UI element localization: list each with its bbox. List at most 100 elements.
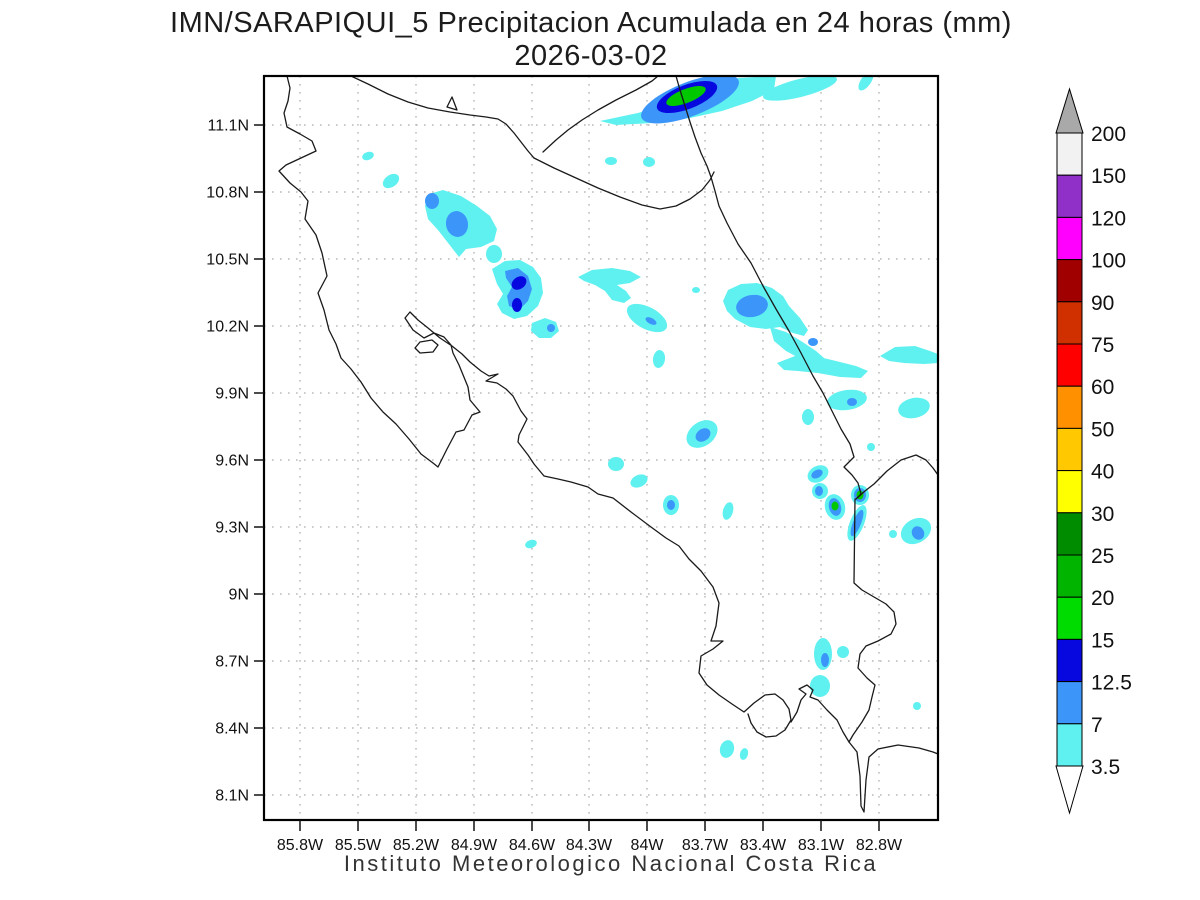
colorbar-label: 50	[1091, 418, 1114, 441]
lon-tick-label: 83.1W	[798, 837, 845, 854]
colorbar-label: 150	[1091, 165, 1126, 188]
precip-cell	[692, 287, 700, 293]
footer-attribution: Instituto Meteorologico Nacional Costa R…	[343, 851, 879, 876]
precip-cell	[889, 530, 897, 538]
coastline-path	[414, 339, 439, 354]
precip-cell	[486, 245, 502, 263]
colorbar-label: 7	[1091, 714, 1103, 737]
lat-tick-label: 9.6N	[215, 453, 249, 470]
colorbar-label: 120	[1091, 207, 1126, 230]
precip-cell	[811, 469, 823, 479]
precip-cell	[898, 397, 930, 419]
lat-tick-label: 8.4N	[215, 721, 249, 738]
precip-cell	[837, 646, 849, 658]
precip-cell	[652, 350, 666, 368]
precip-cell	[815, 486, 823, 496]
lon-tick-label: 84W	[631, 837, 665, 854]
colorbar-label: 12.5	[1091, 672, 1132, 695]
axes: 11.1N 10.8N 10.5N 10.2N 9.9N 9.6N 9.3N 9N 8.7N 8.…	[206, 118, 903, 855]
precip-cell	[722, 502, 734, 520]
precip-cell	[511, 276, 527, 290]
colorbar-label: 40	[1091, 461, 1114, 484]
colorbar-label: 60	[1091, 376, 1114, 399]
colorbar-cell	[1056, 216, 1083, 261]
precip-cell	[525, 539, 537, 549]
coastline-path	[278, 76, 792, 738]
precip-cell	[667, 500, 675, 510]
precip-shading	[362, 76, 938, 760]
colorbar-arrow-top	[1055, 87, 1084, 134]
precip-cell	[666, 86, 706, 106]
lat-tick-label: 9.3N	[215, 520, 249, 537]
precip-cell	[736, 294, 768, 318]
colorbar-label: 25	[1091, 545, 1114, 568]
colorbar-arrow-bottom	[1055, 765, 1084, 815]
colorbar-cell	[1056, 132, 1083, 176]
precip-cell	[867, 443, 875, 451]
precip-cell	[512, 298, 522, 312]
precip-cell	[531, 318, 559, 338]
colorbar-label: 90	[1091, 292, 1114, 315]
precip-cell	[445, 211, 469, 237]
plot-frame	[262, 74, 940, 822]
coastline-path	[446, 96, 458, 111]
precip-cell	[719, 740, 735, 758]
lon-tick-label: 84.9W	[451, 837, 498, 854]
colorbar-label: 30	[1091, 503, 1114, 526]
lat-tick-label: 8.7N	[215, 654, 249, 671]
precip-cell	[645, 317, 657, 325]
precip-cell	[810, 675, 830, 697]
precip-cell	[547, 324, 555, 332]
colorbar-cell	[1056, 723, 1083, 767]
coastline-path	[848, 498, 938, 813]
precip-cell	[695, 428, 711, 442]
lat-tick-label: 10.5N	[206, 252, 249, 269]
precip-cell	[608, 457, 624, 471]
lon-tick-label: 85.5W	[335, 837, 382, 854]
coastline-path	[542, 76, 659, 153]
colorbar-cell	[1056, 681, 1083, 725]
lon-tick-label: 85.8W	[277, 837, 324, 854]
lat-tick-label: 9N	[229, 587, 249, 604]
colorbar-cell	[1056, 596, 1083, 640]
coastline-path	[675, 76, 938, 500]
colorbar-label: 3.5	[1091, 756, 1120, 779]
lon-tick-label: 85.2W	[393, 837, 440, 854]
precip-cell	[605, 157, 617, 165]
grid	[264, 76, 938, 820]
precip-cell	[831, 501, 839, 511]
lat-tick-label: 10.2N	[206, 319, 249, 336]
precip-cell	[827, 389, 867, 411]
colorbar-cell	[1056, 259, 1083, 303]
precip-cell	[643, 157, 655, 167]
precip-cell	[913, 702, 921, 710]
colorbar-label: 100	[1091, 250, 1126, 273]
precip-cell	[382, 173, 400, 189]
colorbar-label: 20	[1091, 587, 1114, 610]
lat-tick-label: 11.1N	[207, 118, 249, 135]
lon-tick-label: 84.3W	[566, 837, 613, 854]
lon-tick-label: 84.6W	[509, 837, 556, 854]
precip-cell	[362, 151, 374, 161]
colorbar: 200 150 120 100 90 75 60 50 40 30 25 20 15 12.5 7 3.5	[1055, 87, 1132, 815]
colorbar-label: 15	[1091, 629, 1114, 652]
precip-cell	[850, 509, 864, 537]
lon-tick-label: 82.8W	[856, 837, 903, 854]
precip-cell	[821, 653, 829, 667]
coastline-path	[350, 76, 535, 159]
colorbar-cell	[1056, 512, 1083, 556]
coastlines	[278, 76, 938, 813]
precip-cell	[802, 409, 814, 425]
colorbar-label: 75	[1091, 334, 1114, 357]
lon-tick-label: 83.7W	[682, 837, 729, 854]
colorbar-label: 200	[1091, 123, 1126, 146]
lat-tick-label: 9.9N	[215, 386, 249, 403]
precip-cell	[880, 346, 938, 364]
precip-cell	[763, 76, 837, 101]
colorbar-cell	[1056, 427, 1083, 472]
precip-cell	[777, 356, 868, 378]
colorbar-cell	[1056, 343, 1083, 387]
colorbar-cell	[1056, 301, 1083, 345]
